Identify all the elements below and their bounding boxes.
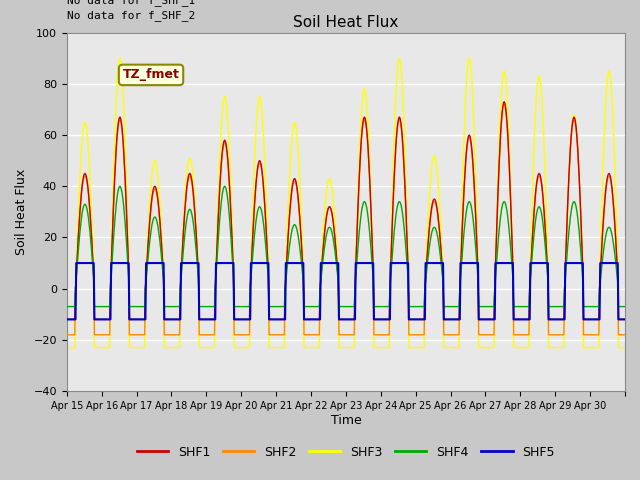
Y-axis label: Soil Heat Flux: Soil Heat Flux (15, 168, 28, 255)
Text: No data for f_SHF_2: No data for f_SHF_2 (67, 10, 195, 21)
X-axis label: Time: Time (330, 414, 361, 427)
Title: Soil Heat Flux: Soil Heat Flux (293, 15, 399, 30)
Text: TZ_fmet: TZ_fmet (123, 69, 179, 82)
Text: No data for f_SHF_1: No data for f_SHF_1 (67, 0, 195, 6)
Legend: SHF1, SHF2, SHF3, SHF4, SHF5: SHF1, SHF2, SHF3, SHF4, SHF5 (132, 441, 560, 464)
